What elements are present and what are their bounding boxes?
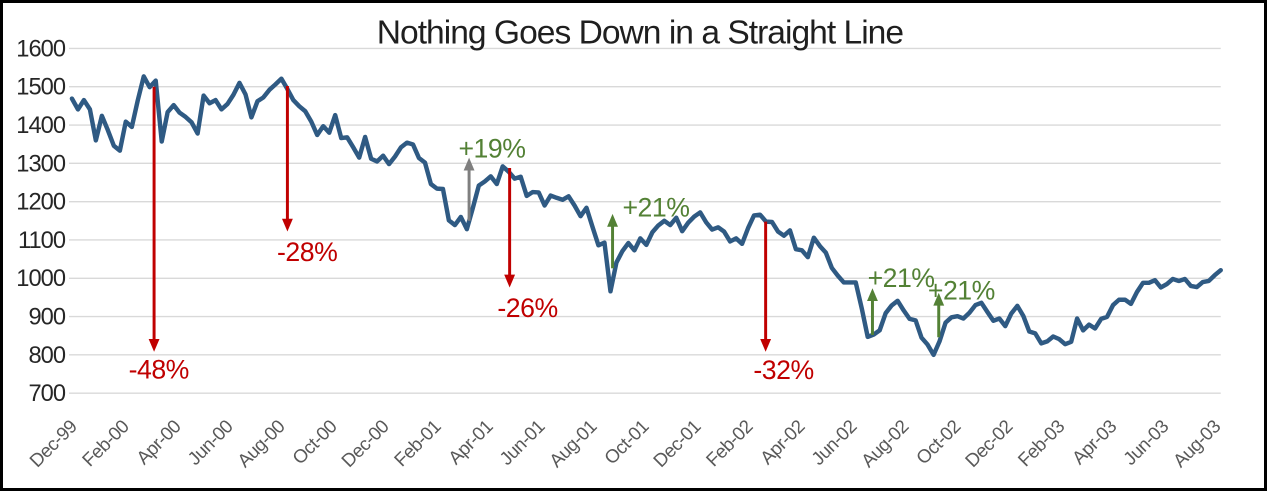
- price-chart: 1600 1500 1400 1300 1200 1100 1000 900 800 700 De…: [16, 14, 1224, 472]
- x-axis-tick-label: Dec-00: [337, 416, 393, 472]
- up-arrow-head: [933, 292, 945, 306]
- annotation-label: -26%: [497, 293, 557, 323]
- annotation-label: +19%: [458, 134, 525, 164]
- x-axis-tick-label: Feb-01: [390, 416, 445, 471]
- annotation-label: -48%: [129, 354, 189, 384]
- annotation-label: +21%: [928, 275, 995, 305]
- down-arrow-head: [504, 274, 516, 288]
- x-axis-tick-label: Feb-00: [78, 416, 133, 471]
- y-axis-tick-label: 1300: [16, 151, 66, 177]
- up-arrow-head: [463, 157, 475, 171]
- x-axis-tick-label: Oct-00: [288, 416, 341, 469]
- x-axis-tick-label: Aug-03: [1169, 416, 1225, 472]
- x-axis-tick-label: Dec-01: [649, 416, 705, 472]
- annotation-+21%: +21%: [867, 263, 935, 335]
- x-axis-tick-label: Jun-00: [183, 416, 236, 469]
- annotation--32%: -32%: [753, 221, 814, 385]
- y-axis: 1600 1500 1400 1300 1200 1100 1000 900 800 700: [16, 36, 67, 407]
- x-axis-tick-label: Aug-02: [857, 416, 913, 472]
- y-axis-tick-label: 1200: [16, 190, 66, 216]
- down-arrow-head: [760, 338, 772, 352]
- chart-title: Nothing Goes Down in a Straight Line: [377, 14, 904, 51]
- x-axis-tick-label: Jun-02: [807, 416, 860, 469]
- y-axis-tick-label: 1000: [16, 266, 66, 292]
- down-arrow-head: [281, 218, 293, 232]
- x-axis-tick-label: Aug-01: [545, 416, 601, 472]
- x-axis-tick-label: Dec-99: [25, 416, 81, 472]
- y-axis-tick-label: 700: [28, 381, 65, 407]
- price-series: [69, 74, 1223, 358]
- x-axis-tick-label: Dec-02: [961, 416, 1017, 472]
- y-axis-tick-label: 1600: [16, 36, 66, 62]
- y-axis-tick-label: 900: [28, 304, 65, 330]
- x-axis-tick-label: Aug-00: [233, 416, 289, 472]
- stock-index-price-line: [69, 74, 1223, 358]
- annotation-label: +21%: [868, 263, 935, 293]
- annotation-label: +21%: [622, 193, 689, 223]
- x-axis-tick-label: Feb-03: [1014, 416, 1069, 471]
- annotation--26%: -26%: [497, 167, 558, 323]
- y-axis-tick-label: 1400: [16, 113, 66, 139]
- x-axis-tick-label: Apr-00: [132, 416, 185, 469]
- x-axis-tick-label: Apr-02: [756, 416, 809, 469]
- annotation-+21%: +21%: [928, 275, 995, 338]
- up-arrow-head: [607, 213, 618, 227]
- x-axis-tick-label: Apr-01: [444, 416, 497, 469]
- annotation-+19%: +19%: [458, 134, 526, 221]
- y-axis-tick-label: 1100: [18, 228, 66, 254]
- gridlines: [68, 47, 1221, 394]
- x-axis-tick-label: Feb-02: [702, 416, 757, 471]
- annotation--28%: -28%: [277, 85, 338, 267]
- x-axis-tick-label: Oct-01: [600, 416, 653, 469]
- annotation-+21%: +21%: [607, 193, 690, 269]
- x-axis-tick-label: Apr-03: [1068, 416, 1121, 469]
- y-axis-tick-label: 800: [28, 343, 65, 369]
- annotation--48%: -48%: [129, 86, 189, 384]
- x-axis-tick-label: Jun-01: [495, 416, 548, 469]
- down-arrow-head: [148, 338, 160, 352]
- annotations: -48%-28%+19%-26%+21%-32%+21%+21%: [129, 85, 995, 385]
- x-axis-tick-label: Jun-03: [1119, 416, 1172, 469]
- annotation-label: -28%: [277, 237, 337, 267]
- annotation-label: -32%: [753, 355, 813, 385]
- x-axis-tick-label: Oct-02: [912, 416, 965, 469]
- up-arrow-head: [867, 288, 878, 302]
- y-axis-tick-label: 1500: [16, 75, 66, 101]
